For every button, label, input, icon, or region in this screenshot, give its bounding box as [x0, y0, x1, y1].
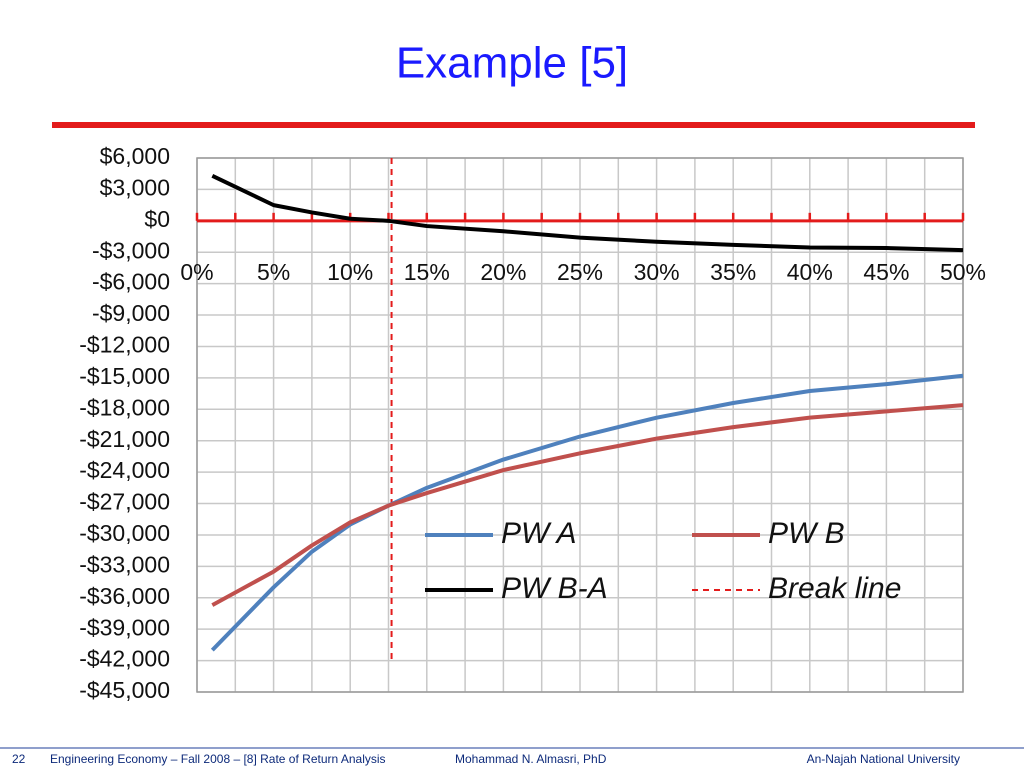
legend-label: Break line [768, 572, 901, 605]
footer-university: An-Najah National University [807, 752, 960, 766]
y-tick-label: -$21,000 [79, 426, 170, 452]
y-tick-label: $0 [144, 206, 170, 232]
y-tick-label: -$18,000 [79, 394, 170, 420]
y-tick-label: -$33,000 [79, 551, 170, 577]
x-tick-label: 45% [863, 259, 909, 285]
footer-course: Engineering Economy – Fall 2008 – [8] Ra… [50, 752, 386, 766]
plot-border [196, 157, 964, 693]
y-tick-label: -$24,000 [79, 457, 170, 483]
y-tick-label: -$6,000 [92, 269, 170, 295]
x-tick-label: 20% [480, 259, 526, 285]
y-tick-label: -$42,000 [79, 646, 170, 672]
plot: $6,000 $3,000 $0 -$3,000 -$6,000 -$9,000 -$12,… [79, 143, 986, 703]
x-tick-label: 15% [404, 259, 450, 285]
y-tick-label: -$3,000 [92, 237, 170, 263]
legend-label: PW A [501, 517, 577, 550]
x-tick-label: 30% [634, 259, 680, 285]
x-tick-label: 50% [940, 259, 986, 285]
y-tick-label: -$36,000 [79, 583, 170, 609]
y-tick-label: -$12,000 [79, 332, 170, 358]
title-rule [52, 122, 975, 128]
slide-title: Example [5] [396, 39, 628, 88]
page-number: 22 [12, 752, 26, 766]
series-line [211, 403, 964, 607]
footer-author: Mohammad N. Almasri, PhD [455, 752, 607, 766]
x-tick-label: 40% [787, 259, 833, 285]
y-tick-label: -$27,000 [79, 489, 170, 515]
series-line [211, 173, 964, 253]
legend-label: PW B [768, 517, 845, 550]
y-tick-label: -$45,000 [79, 677, 170, 703]
x-tick-label: 35% [710, 259, 756, 285]
x-tick-label: 10% [327, 259, 373, 285]
x-tick-label: 0% [180, 259, 213, 285]
y-tick-label: -$30,000 [79, 520, 170, 546]
y-tick-label: $6,000 [100, 143, 170, 169]
y-tick-label: -$15,000 [79, 363, 170, 389]
y-tick-label: -$9,000 [92, 300, 170, 326]
x-tick-label: 25% [557, 259, 603, 285]
y-tick-label: $3,000 [100, 174, 170, 200]
series-line [210, 373, 964, 652]
y-tick-label: -$39,000 [79, 614, 170, 640]
legend-label: PW B-A [501, 572, 608, 605]
x-tick-label: 5% [257, 259, 290, 285]
